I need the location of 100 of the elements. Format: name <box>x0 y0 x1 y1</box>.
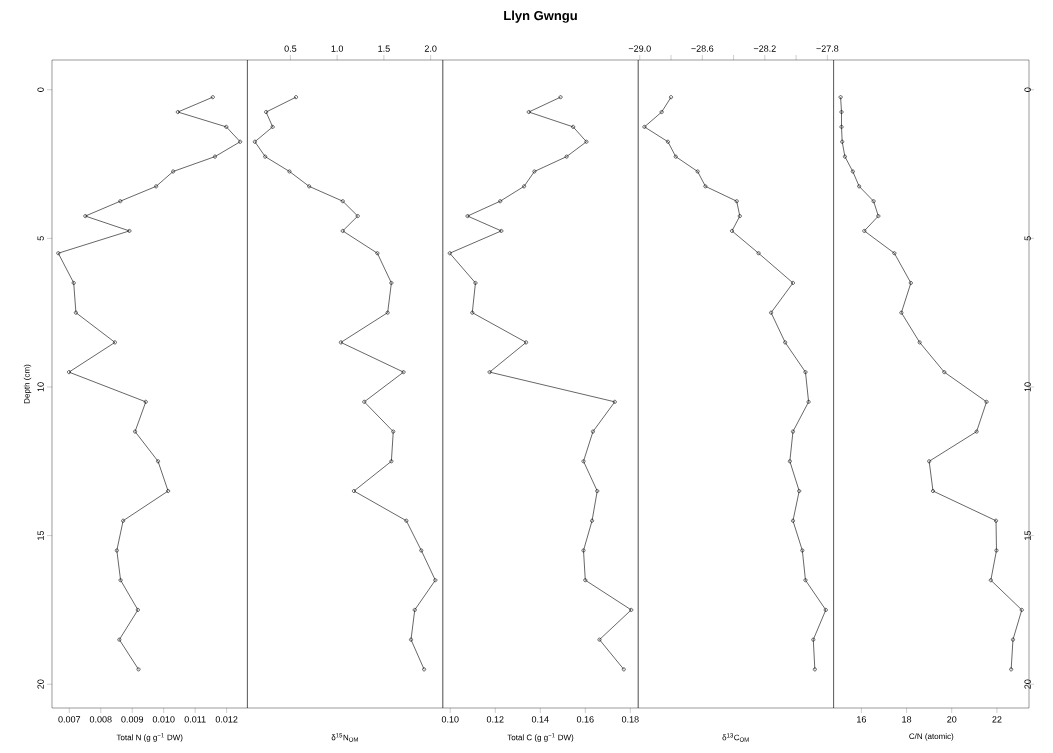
point <box>473 281 478 285</box>
point <box>673 154 678 159</box>
point <box>734 199 739 204</box>
x2-tick-label: −27.8 <box>816 45 839 52</box>
x-tick-label: 0.011 <box>184 716 206 723</box>
point <box>695 169 700 174</box>
point <box>412 608 417 612</box>
point <box>355 214 360 218</box>
point <box>571 124 576 129</box>
point <box>375 251 380 256</box>
point <box>737 214 742 218</box>
point <box>270 124 275 129</box>
x-tick-label: 18 <box>902 716 912 723</box>
x-tick-label: 20 <box>947 716 957 723</box>
point <box>811 637 816 642</box>
point <box>612 399 617 404</box>
point <box>522 184 526 189</box>
point <box>498 199 503 204</box>
point <box>465 214 470 218</box>
point <box>791 429 795 434</box>
x-tick-label: 22 <box>992 716 1002 723</box>
point <box>385 310 390 315</box>
x-tick-label: 0.12 <box>486 716 504 723</box>
point <box>591 429 595 434</box>
y-axis-title: Depth (cm) <box>23 364 32 404</box>
y-tick-label: 10 <box>37 382 44 392</box>
x-tick-label: 0.009 <box>121 716 144 723</box>
x-axis-title: Total N (g g$^{−1}$ DW) <box>116 733 183 742</box>
y-tick-label: 20 <box>37 679 44 689</box>
y-tick-label: 15 <box>1024 530 1031 540</box>
y-tick-label: 10 <box>1024 382 1031 392</box>
point <box>642 124 647 129</box>
x2-tick-label: −28.2 <box>753 45 776 52</box>
x-tick-label: 0.010 <box>152 716 175 723</box>
point <box>564 154 569 159</box>
x-tick-label: 0.012 <box>215 716 238 723</box>
x-tick-label: 0.008 <box>89 716 112 723</box>
point <box>803 370 808 375</box>
y-tick-label: 0 <box>37 87 44 92</box>
point <box>583 578 588 583</box>
point <box>526 110 531 114</box>
point <box>791 281 795 285</box>
x-axis-title: δ$^{15}$N$_{OM}$ <box>331 733 358 742</box>
point <box>391 429 396 434</box>
point <box>264 110 268 114</box>
point <box>307 184 312 189</box>
x-axis-title: δ$^{13}$C$_{OM}$ <box>722 733 749 742</box>
point <box>800 548 805 553</box>
x2-tick-label: 0.5 <box>284 45 297 52</box>
point <box>629 608 634 612</box>
point <box>532 169 537 174</box>
x2-tick-label: −29.0 <box>628 45 651 52</box>
point <box>791 518 795 523</box>
point <box>597 637 602 642</box>
x2-tick-label: 1.0 <box>331 45 344 52</box>
x-tick-label: 0.10 <box>441 716 459 723</box>
x-tick-label: 0.14 <box>531 716 549 723</box>
point <box>409 637 413 642</box>
point <box>783 340 788 345</box>
y-tick-label: 15 <box>37 530 44 540</box>
x-axis-title: Total C (g g$^{−1}$ DW) <box>507 733 574 742</box>
point <box>581 548 586 553</box>
point <box>433 578 438 583</box>
point <box>524 340 528 345</box>
point <box>389 459 394 464</box>
point <box>252 139 257 144</box>
point <box>823 608 828 612</box>
point <box>340 199 345 204</box>
point <box>581 459 586 464</box>
point <box>340 229 345 233</box>
point <box>362 399 367 404</box>
point <box>404 518 409 523</box>
point <box>797 489 802 493</box>
point <box>756 251 761 256</box>
point <box>659 110 664 114</box>
point <box>401 370 406 375</box>
point <box>595 489 600 493</box>
point <box>666 139 670 144</box>
point <box>803 578 808 583</box>
point <box>590 518 594 523</box>
point <box>447 251 452 256</box>
point <box>487 370 492 375</box>
x-tick-label: 0.16 <box>576 716 594 723</box>
x2-tick-label: 1.5 <box>378 45 390 52</box>
x-axis-title: C/N (atomic) <box>909 733 954 741</box>
y-tick-label: 5 <box>1024 236 1031 241</box>
point <box>584 139 589 144</box>
x-tick-label: 16 <box>857 716 866 723</box>
point <box>499 229 504 233</box>
point <box>389 281 394 285</box>
point <box>787 459 792 464</box>
point <box>352 489 356 493</box>
x2-tick-label: −28.6 <box>691 45 714 52</box>
y-tick-label: 20 <box>1024 679 1031 689</box>
x-tick-label: 0.18 <box>621 716 639 723</box>
point <box>338 340 343 345</box>
point <box>703 184 708 189</box>
chart-title: Llyn Gwngu <box>504 10 577 23</box>
point <box>287 169 292 174</box>
point <box>470 310 475 315</box>
